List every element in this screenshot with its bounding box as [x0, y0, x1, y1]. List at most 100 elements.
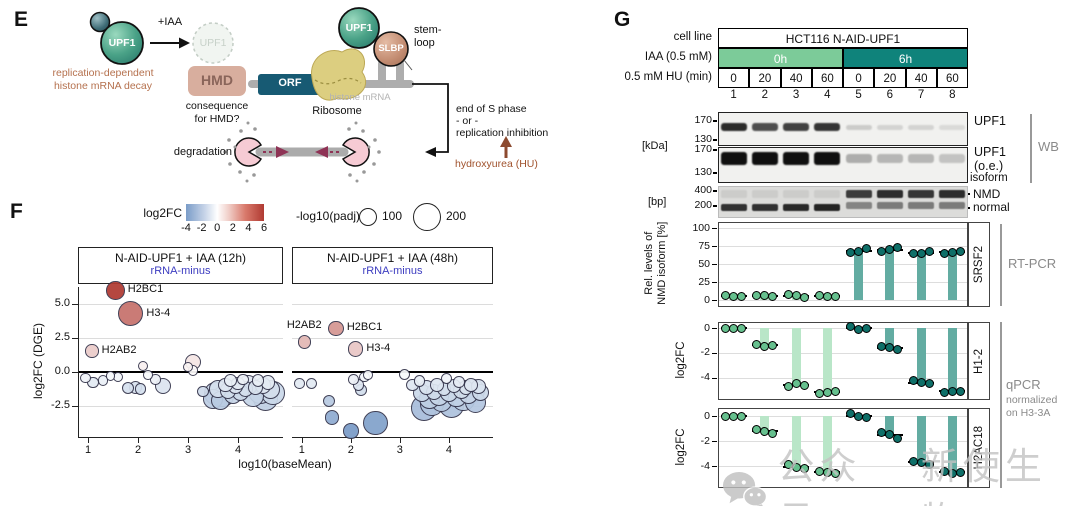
dot — [768, 429, 778, 438]
gridline — [719, 228, 967, 229]
zero-line — [292, 371, 493, 374]
scatter-point — [80, 373, 91, 384]
size-legend-circle-200 — [413, 203, 441, 231]
scatter-point — [137, 360, 149, 371]
dot — [955, 246, 965, 256]
dot — [737, 323, 747, 333]
marker-label: 170 — [694, 143, 712, 155]
dot — [893, 434, 903, 443]
dot — [862, 412, 872, 422]
plot-frame — [718, 408, 968, 488]
iaa-6h-cell: 6h — [843, 48, 968, 68]
gel-band-nmd — [783, 190, 810, 198]
tick-mark — [88, 438, 90, 443]
gradient-tick-label: 2 — [229, 222, 236, 234]
scatter-point — [347, 374, 359, 385]
scatter-point — [117, 300, 144, 327]
wb-band — [814, 123, 841, 131]
rtpcr-bracket — [1000, 224, 1002, 306]
stem-loop-label: stem- loop — [414, 24, 442, 49]
scatter-point — [305, 377, 318, 390]
dot — [799, 380, 809, 390]
tick-mark — [712, 282, 717, 284]
tick-mark — [72, 338, 78, 340]
zero-line — [78, 371, 283, 374]
tick-label: -2 — [700, 434, 710, 447]
hu-cell: 40 — [905, 68, 937, 88]
size-legend-circle-100 — [359, 208, 377, 226]
scatter-point — [105, 371, 116, 381]
scatter-point — [363, 369, 373, 380]
hydroxyurea-label: hydroxyurea (HU) — [455, 158, 538, 170]
kda-unit-label: [kDa] — [642, 140, 668, 152]
dot — [799, 464, 809, 473]
point-label: H2AB2 — [101, 343, 137, 356]
hmd-box — [188, 66, 246, 96]
hu-cell: 40 — [780, 68, 812, 88]
bar — [947, 416, 957, 473]
tick-mark — [448, 438, 451, 443]
marker-tick — [713, 190, 717, 192]
gel-band-nmd — [876, 190, 903, 198]
point-label: H2AB2 — [286, 319, 322, 332]
scatter-point — [429, 378, 444, 392]
gridline — [292, 338, 493, 339]
panel-g-label: G — [614, 8, 631, 31]
scatter-point — [322, 395, 335, 408]
tick-label: -4 — [700, 371, 710, 384]
wb-band-label-upf1: UPF1 — [974, 114, 1006, 128]
scatter-point — [362, 410, 388, 436]
point-label: H2BC1 — [127, 283, 164, 296]
marker-tick — [713, 139, 717, 141]
size-legend-label: -log10(padj) — [296, 209, 361, 223]
upf1-label: UPF1 — [108, 37, 136, 49]
upf1-degraded-circle — [192, 22, 234, 64]
tick-mark — [712, 466, 717, 468]
tick-mark — [72, 304, 78, 306]
dot — [830, 386, 840, 396]
facet-subtitle-48h: rRNA-minus — [362, 265, 423, 277]
consequence-label: consequence for HMD? — [185, 100, 249, 125]
marker-tick — [713, 120, 717, 122]
scatter-point — [452, 376, 465, 389]
point-label: H3-4 — [366, 341, 391, 354]
point-label: H2BC1 — [346, 321, 383, 334]
wb-band — [720, 152, 747, 165]
degradation-label: degradation — [173, 146, 232, 158]
tick-label: 3 — [184, 444, 192, 456]
tick-mark — [72, 406, 78, 408]
f-x-axis-label: log10(baseMean) — [238, 457, 332, 471]
upf1-degraded-label: UPF1 — [199, 37, 227, 49]
tick-mark — [712, 352, 717, 354]
bar — [760, 416, 770, 431]
scatter-point — [224, 374, 237, 388]
gel-band-nmd — [908, 190, 935, 198]
scatter-point — [237, 373, 249, 386]
gridline — [719, 377, 967, 379]
tick-mark — [238, 438, 240, 443]
bar — [947, 252, 957, 300]
gridline — [78, 338, 283, 339]
qpcr-sublabel: normalized on H3-3A — [1006, 394, 1058, 420]
x-axis-line — [78, 437, 283, 439]
gel-band-nmd — [845, 190, 872, 198]
strip-h1-2: H1-2 — [968, 322, 990, 400]
strip-srsf2: SRSF2 — [968, 222, 990, 307]
lane-number: 4 — [824, 89, 831, 101]
decay-note: replication-dependent histone mRNA decay — [52, 67, 154, 93]
wb-band — [783, 152, 810, 165]
tick-label: -4 — [700, 459, 710, 472]
iaa-0h-cell: 0h — [718, 48, 843, 68]
hu-cell: 0 — [718, 68, 750, 88]
wb-band — [845, 125, 872, 130]
strip-srsf2-text: SRSF2 — [973, 245, 985, 284]
gradient-legend-label: log2FC — [143, 206, 182, 220]
slbp-circle — [373, 31, 409, 67]
tick-mark — [712, 264, 717, 266]
gridline — [719, 441, 967, 442]
tick-mark — [712, 300, 717, 302]
slbp-label: SLBP — [378, 43, 404, 54]
tick-label: 3 — [396, 444, 403, 456]
wb-band — [814, 152, 841, 165]
hu-cell: 60 — [936, 68, 968, 88]
